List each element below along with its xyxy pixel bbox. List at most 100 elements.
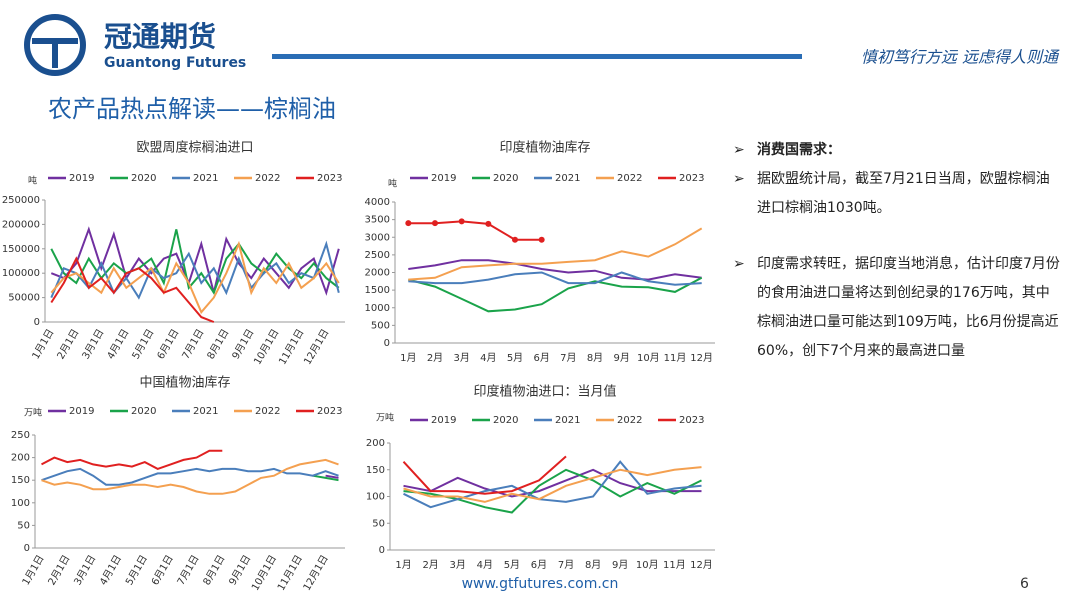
x-tick-label: 2月1日 — [46, 553, 73, 587]
x-tick-label: 2月 — [422, 559, 438, 571]
y-tick-label: 1000 — [365, 303, 390, 314]
y-tick-label: 250 — [11, 430, 30, 441]
bullet: 据欧盟统计局，截至7月21日当周，欧盟棕榈油进口棕榈油1030吨。 — [733, 165, 1063, 223]
x-tick-label: 4月1日 — [105, 327, 132, 361]
series-line — [408, 259, 702, 281]
x-tick-label: 8月1日 — [201, 553, 228, 587]
x-tick-label: 9月1日 — [230, 327, 257, 361]
x-tick-label: 6月1日 — [149, 553, 176, 587]
x-tick-label: 7月1日 — [180, 327, 207, 361]
legend-label: 2021 — [555, 415, 580, 426]
y-tick-label: 100000 — [2, 268, 40, 279]
series-line — [403, 466, 702, 503]
y-tick-label: 250000 — [2, 195, 40, 206]
y-tick-label: 200 — [366, 438, 385, 449]
legend-label: 2023 — [679, 415, 704, 426]
unit-label: 万吨 — [24, 407, 42, 419]
x-tick-label: 7月 — [560, 352, 576, 364]
series-line — [325, 474, 339, 479]
series-line — [408, 271, 702, 286]
series-line — [41, 458, 339, 495]
x-tick-label: 2月1日 — [55, 327, 82, 361]
chart-title: 印度植物油库存 — [499, 140, 590, 156]
point — [432, 220, 438, 227]
legend-label: 2019 — [431, 415, 456, 426]
x-tick-label: 7月 — [558, 559, 574, 571]
legend-label: 2019 — [431, 173, 456, 184]
point — [485, 220, 492, 227]
logo — [24, 14, 86, 76]
x-tick-label: 10月 — [636, 559, 659, 571]
series-line — [312, 474, 339, 482]
x-tick-label: 3月1日 — [72, 553, 99, 587]
y-tick-label: 3500 — [365, 215, 390, 226]
y-tick-label: 50000 — [8, 293, 40, 304]
series-line — [403, 460, 702, 509]
y-tick-label: 150000 — [2, 244, 40, 255]
series-line — [408, 276, 703, 313]
x-tick-label: 8月1日 — [205, 327, 232, 361]
y-tick-label: 50 — [372, 518, 385, 529]
x-tick-label: 3月1日 — [80, 327, 107, 361]
y-tick-label: 200 — [11, 453, 30, 464]
y-tick-label: 50 — [17, 520, 30, 531]
x-tick-label: 4月 — [477, 559, 493, 571]
y-tick-label: 1500 — [365, 285, 390, 296]
series-line — [50, 229, 340, 295]
y-tick-label: 0 — [24, 543, 30, 554]
y-tick-label: 200000 — [2, 219, 40, 230]
legend-label: 2022 — [617, 415, 642, 426]
series-line — [50, 226, 340, 296]
y-tick-label: 4000 — [365, 197, 390, 208]
series-line — [403, 468, 702, 514]
y-tick-label: 2500 — [365, 250, 390, 261]
unit-label: 万吨 — [376, 412, 394, 424]
series-line — [408, 220, 542, 241]
x-tick-label: 3月 — [450, 559, 466, 571]
x-tick-label: 1月 — [400, 352, 416, 364]
series-line — [50, 240, 340, 315]
series-line — [50, 240, 340, 300]
x-tick-label: 5月1日 — [130, 327, 157, 361]
chart-title: 中国植物油库存 — [139, 375, 230, 391]
y-tick-label: 150 — [11, 475, 30, 486]
x-tick-label: 6月 — [531, 559, 547, 571]
x-tick-label: 1月1日 — [30, 327, 57, 361]
series-line — [402, 455, 567, 495]
company: 冠通期货 — [104, 20, 216, 53]
legend-label: 2023 — [317, 173, 342, 184]
x-tick-label: 6月 — [533, 352, 549, 364]
series-line — [50, 256, 215, 323]
x-tick-label: 5月 — [507, 352, 523, 364]
bullet: 消费国需求： — [733, 136, 1063, 165]
x-tick-label: 9月 — [612, 559, 628, 571]
legend-label: 2020 — [493, 173, 518, 184]
series-line — [41, 449, 223, 470]
legend-label: 2021 — [555, 173, 580, 184]
x-tick-label: 10月1日 — [249, 553, 279, 593]
legend-label: 2020 — [131, 406, 156, 417]
x-tick-label: 3月 — [453, 352, 469, 364]
company-en: Guantong Futures — [104, 55, 246, 71]
legend-label: 2023 — [679, 173, 704, 184]
unit-label: 吨 — [28, 175, 37, 187]
y-tick-label: 150 — [366, 465, 385, 476]
x-tick-label: 11月1日 — [275, 553, 305, 593]
footer-url: www.gtfutures.com.cn — [462, 576, 619, 592]
y-tick-label: 2000 — [365, 268, 390, 279]
series-line — [403, 468, 702, 498]
x-tick-label: 1月1日 — [20, 553, 47, 587]
legend-label: 2019 — [69, 406, 94, 417]
x-tick-label: 4月 — [480, 352, 496, 364]
x-tick-label: 12月 — [690, 352, 713, 364]
legend-label: 2022 — [617, 173, 642, 184]
chart-title: 欧盟周度棕榈油进口 — [136, 140, 253, 156]
legend-label: 2022 — [255, 406, 280, 417]
legend-label: 2023 — [317, 406, 342, 417]
legend-label: 2020 — [493, 415, 518, 426]
x-tick-label: 9月1日 — [227, 553, 254, 587]
x-tick-label: 12月 — [690, 559, 713, 571]
point — [512, 236, 518, 243]
logo-stem — [52, 44, 58, 68]
